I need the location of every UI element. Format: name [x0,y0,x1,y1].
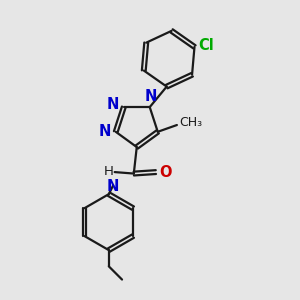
Text: N: N [99,124,111,139]
Text: H: H [103,165,113,178]
Text: CH₃: CH₃ [179,116,202,129]
Text: N: N [145,88,158,104]
Text: Cl: Cl [198,38,214,53]
Text: N: N [107,179,119,194]
Text: N: N [107,97,119,112]
Text: O: O [159,165,171,180]
